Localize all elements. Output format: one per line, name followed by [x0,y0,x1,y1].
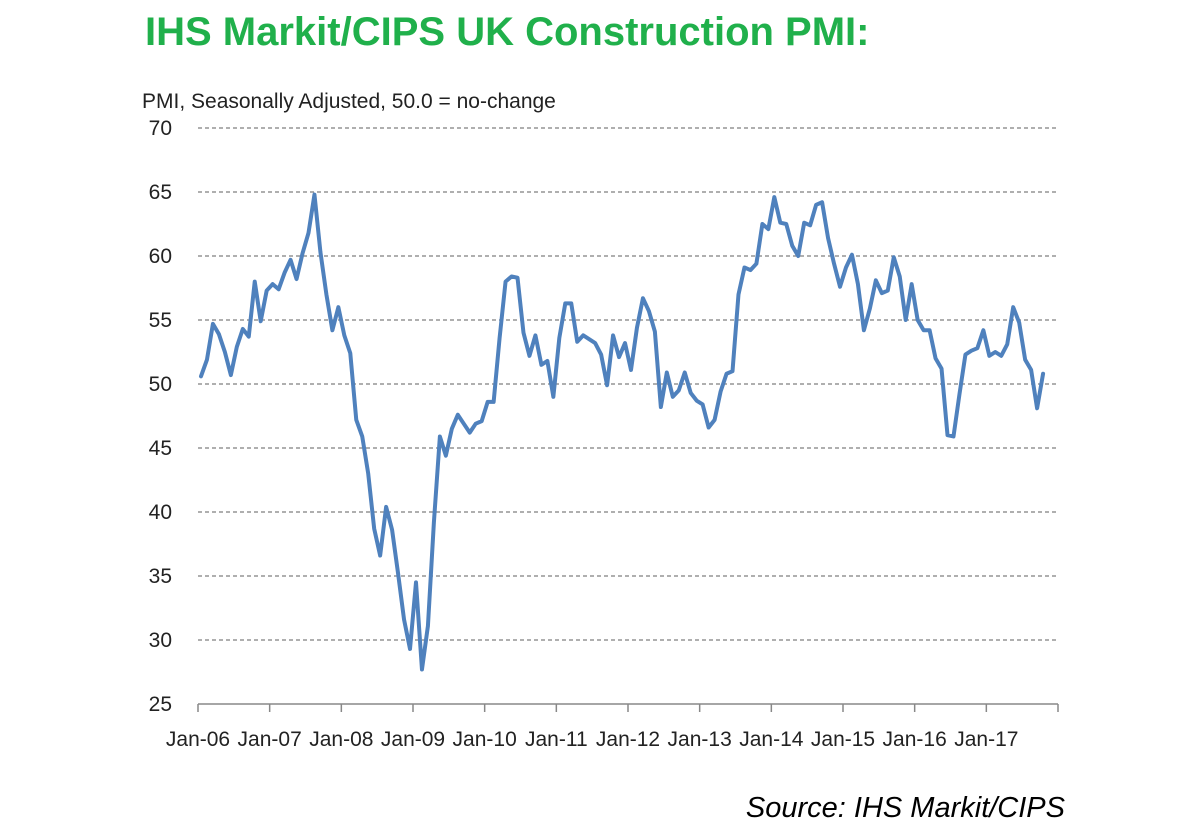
y-tick-label: 25 [149,693,172,716]
x-tick-label: Jan-10 [453,728,517,751]
x-tick-label: Jan-08 [309,728,373,751]
page-title: IHS Markit/CIPS UK Construction PMI: [145,10,870,54]
x-axis [197,703,1059,712]
series-layer [198,192,1046,672]
y-tick-label: 30 [149,629,172,652]
x-tick-label: Jan-16 [883,728,947,751]
y-tick-label: 50 [149,373,172,396]
x-tick-label: Jan-11 [525,728,588,751]
x-tick-label: Jan-13 [668,728,732,751]
x-tick-label: Jan-17 [954,728,1018,751]
x-tick-label: Jan-09 [381,728,445,751]
x-tick-label: Jan-07 [238,728,302,751]
x-tick-label: Jan-15 [811,728,875,751]
x-tick-label: Jan-14 [739,728,804,751]
gridlines [198,127,1058,641]
y-tick-label: 60 [149,245,172,268]
source-note: Source: IHS Markit/CIPS [745,792,1065,824]
x-tick-label: Jan-12 [596,728,660,751]
y-tick-label: 65 [149,181,172,204]
y-tick-label: 40 [149,501,172,524]
y-tick-label: 55 [149,309,172,332]
x-tick-label: Jan-06 [166,728,230,751]
y-tick-label: 35 [149,565,172,588]
y-tick-label: 70 [149,117,172,140]
y-axis-title: PMI, Seasonally Adjusted, 50.0 = no-chan… [142,90,556,113]
y-axis-ticks: 25 30 35 40 45 50 55 60 65 70 [149,117,172,716]
series-line [198,192,1046,672]
x-axis-ticks: Jan-06 Jan-07 Jan-08 Jan-09 Jan-10 Jan-11 Jan-… [166,728,1019,751]
y-tick-label: 45 [149,437,172,460]
